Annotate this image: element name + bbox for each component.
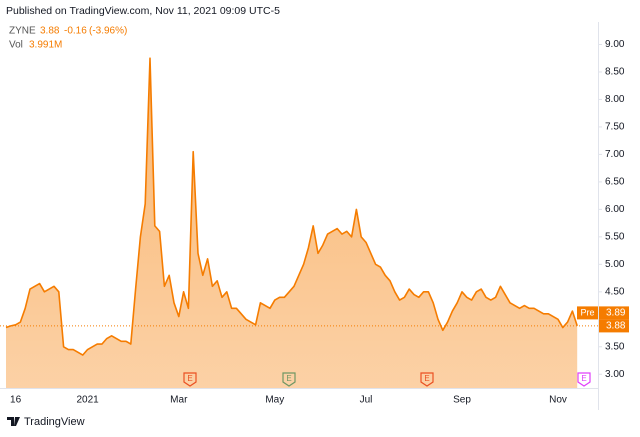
x-tick-label: Sep	[453, 395, 471, 406]
legend-vol-label: Vol	[9, 40, 23, 51]
x-tick-label: Jul	[360, 395, 373, 406]
earnings-label: E	[581, 374, 586, 383]
y-tick-label: 5.50	[605, 231, 625, 242]
y-tick-label: 3.00	[605, 369, 625, 380]
y-tick-label: 9.00	[605, 39, 625, 50]
x-tick-label: 16	[10, 395, 22, 406]
legend-vol-value: 3.991M	[29, 40, 62, 51]
pre-price-box	[599, 306, 629, 320]
pre-tag-label: Pre	[580, 307, 594, 317]
y-tick-label: 6.50	[605, 177, 625, 188]
y-tick-label: 7.00	[605, 149, 625, 160]
earnings-marker	[577, 372, 591, 387]
legend-symbol: ZYNE	[9, 26, 36, 37]
pre-tag	[577, 306, 598, 320]
legend-price: 3.88	[40, 26, 60, 37]
last-price-label: 3.88	[606, 321, 626, 332]
y-tick-label: 7.50	[605, 122, 625, 133]
logo	[7, 417, 20, 426]
footer: TradingView	[24, 416, 85, 428]
legend-change-pct: (-3.96%)	[89, 26, 127, 37]
x-tick-label: Mar	[170, 395, 188, 406]
price-line	[5, 57, 578, 356]
legend-change: -0.16	[64, 26, 87, 37]
y-tick-label: 3.50	[605, 341, 625, 352]
y-tick-label: 4.50	[605, 286, 625, 297]
area-fill	[6, 58, 578, 389]
y-tick-label: 6.00	[605, 204, 625, 215]
x-tick-label: May	[265, 395, 284, 406]
footer-logo	[7, 417, 20, 426]
y-tick-label: 8.50	[605, 67, 625, 78]
y-tick-label: 8.00	[605, 94, 625, 105]
y-tick-label: 5.00	[605, 259, 625, 270]
last-price-box	[599, 319, 629, 333]
header: Published on TradingView.com, Nov 11, 20…	[6, 5, 280, 17]
x-tick-label: Nov	[549, 395, 567, 406]
x-tick-label: 2021	[76, 395, 99, 406]
pre-price-label: 3.89	[606, 308, 626, 319]
